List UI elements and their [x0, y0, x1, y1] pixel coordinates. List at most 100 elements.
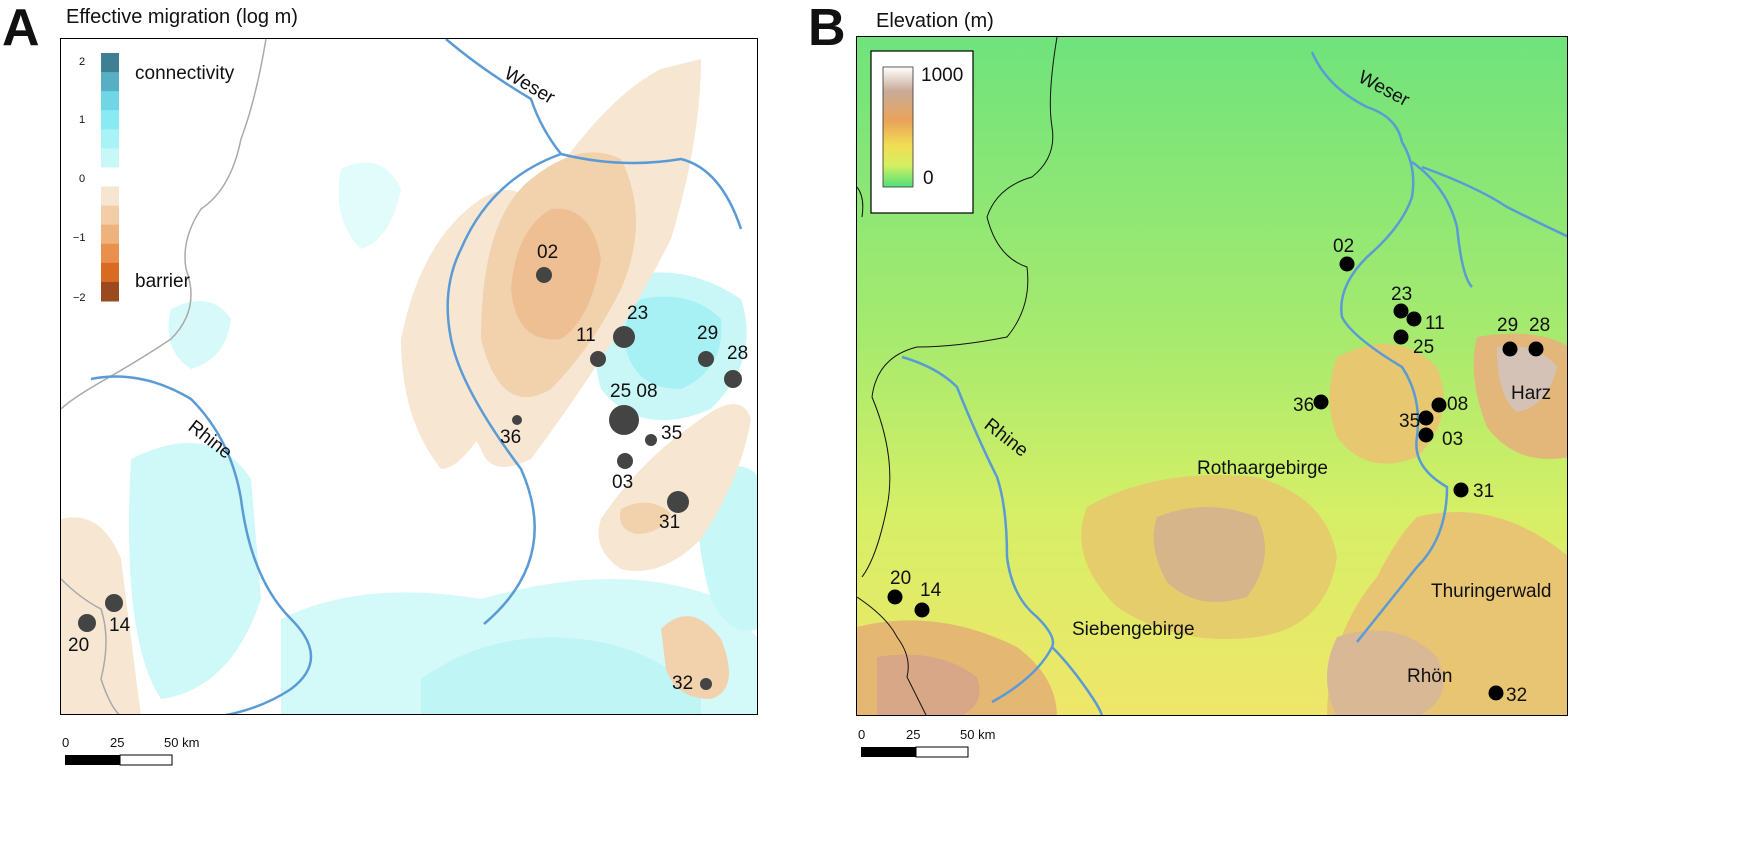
legend-swatch — [101, 167, 119, 188]
scale-tick-50: 50 km — [164, 735, 199, 750]
site-label: 32 — [1506, 685, 1527, 706]
site-35[interactable] — [645, 434, 657, 446]
region-label-harz: Harz — [1511, 383, 1551, 404]
legend-tick: 2 — [79, 56, 85, 68]
legend-swatch — [101, 110, 119, 130]
site-label: 36 — [1293, 395, 1314, 416]
site-label: 02 — [537, 242, 558, 263]
site-23[interactable] — [613, 326, 635, 348]
legend-swatch — [101, 205, 119, 226]
river-rhine — [901, 355, 1103, 715]
region-label-siebengebirge: Siebengebirge — [1072, 619, 1195, 640]
site-markers — [78, 267, 742, 690]
site-label: 14 — [109, 615, 131, 636]
site-label: 20 — [890, 568, 911, 589]
site-label: 25 08 — [610, 381, 658, 402]
connectivity-area — [129, 443, 261, 699]
site-label: 35 — [1399, 411, 1420, 432]
site-36[interactable] — [512, 415, 522, 425]
legend-swatch — [101, 243, 119, 264]
site-23[interactable] — [1393, 303, 1409, 319]
highland-area — [877, 654, 980, 715]
legend-swatch — [101, 53, 119, 73]
legend-tick: 0 — [79, 173, 85, 185]
river-weser — [445, 39, 743, 625]
site-label: 29 — [697, 323, 718, 344]
scale-tick-25: 25 — [110, 735, 124, 750]
migration-map-canvas: Weser Rhine 02 23 11 29 28 25 08 36 3 — [61, 39, 757, 714]
site-03[interactable] — [1418, 427, 1434, 443]
elevation-legend — [870, 50, 974, 214]
site-label: 03 — [1442, 429, 1463, 450]
site-25[interactable] — [1393, 329, 1409, 345]
site-14[interactable] — [105, 594, 123, 612]
panel-a-letter: A — [2, 0, 40, 57]
site-32[interactable] — [700, 678, 712, 690]
region-label-rhon: Rhön — [1407, 666, 1452, 687]
site-markers — [887, 256, 1544, 701]
connectivity-area — [168, 301, 231, 369]
site-label: 25 — [1413, 337, 1434, 358]
site-label: 14 — [920, 580, 942, 601]
legend-tick: −2 — [73, 292, 86, 304]
site-label: 31 — [659, 512, 680, 533]
site-29[interactable] — [698, 351, 714, 367]
site-11[interactable] — [1406, 311, 1422, 327]
legend-swatch — [101, 281, 119, 302]
legend-tick: 1 — [79, 114, 85, 126]
site-25-08[interactable] — [609, 405, 639, 435]
site-label: 03 — [612, 472, 633, 493]
site-29[interactable] — [1502, 341, 1518, 357]
site-02[interactable] — [1339, 256, 1355, 272]
site-31[interactable] — [1453, 482, 1469, 498]
site-label: 28 — [727, 343, 748, 364]
site-label: 23 — [1391, 284, 1412, 305]
site-label: 31 — [1473, 481, 1494, 502]
barrier-area — [620, 502, 671, 534]
scale-tick-25: 25 — [906, 727, 920, 742]
site-28[interactable] — [1528, 341, 1544, 357]
river-rhine — [90, 375, 313, 714]
site-label: 08 — [1447, 394, 1468, 415]
site-11[interactable] — [590, 351, 606, 367]
elevation-map-canvas: Weser Rhine Rothaargebirge Harz Thuringe… — [857, 37, 1567, 715]
site-label: 35 — [661, 423, 682, 444]
legend-low-label: barrier — [135, 271, 191, 292]
migration-legend — [101, 53, 119, 302]
scale-tick-50: 50 km — [960, 727, 995, 742]
highland-area — [1153, 507, 1265, 602]
site-08[interactable] — [1431, 397, 1447, 413]
site-03[interactable] — [617, 453, 633, 469]
site-20[interactable] — [78, 614, 96, 632]
site-20[interactable] — [887, 589, 903, 605]
panel-b-title: Elevation (m) — [876, 10, 994, 32]
site-label: 32 — [672, 673, 693, 694]
site-28[interactable] — [724, 370, 742, 388]
site-label: 11 — [1425, 313, 1445, 334]
elevation-map: Weser Rhine Rothaargebirge Harz Thuringe… — [856, 36, 1568, 716]
scale-tick-0: 0 — [62, 735, 69, 750]
site-36[interactable] — [1313, 394, 1329, 410]
site-32[interactable] — [1488, 685, 1504, 701]
site-label: 20 — [68, 635, 89, 656]
site-02[interactable] — [536, 267, 552, 283]
site-14[interactable] — [914, 602, 930, 618]
site-35[interactable] — [1418, 410, 1434, 426]
highland-area — [1497, 346, 1557, 412]
connectivity-area — [421, 637, 701, 714]
scale-bar-b: 0 25 50 km — [856, 725, 1016, 765]
highland-area — [1329, 344, 1444, 464]
region-label-rothaargebirge: Rothaargebirge — [1197, 458, 1328, 479]
site-31[interactable] — [667, 491, 689, 513]
legend-swatch — [101, 186, 119, 207]
legend-min: 0 — [923, 168, 934, 189]
site-label: 02 — [1333, 236, 1354, 257]
legend-tick: −1 — [73, 232, 86, 244]
site-labels: 02 23 11 29 28 25 08 36 35 03 31 14 20 3… — [68, 242, 748, 694]
legend-max: 1000 — [921, 65, 963, 86]
country-border — [857, 37, 1058, 715]
site-label: 29 — [1497, 315, 1518, 336]
site-label: 11 — [576, 325, 596, 346]
country-border — [857, 186, 864, 218]
highland-area — [1327, 630, 1444, 715]
